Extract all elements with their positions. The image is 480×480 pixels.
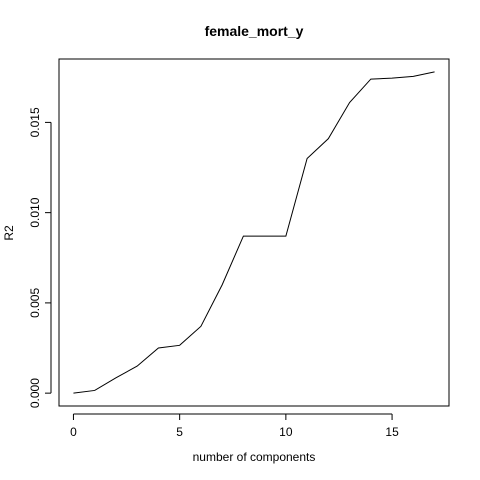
y-axis-label: R2	[2, 225, 16, 241]
y-tick-label: 0.010	[28, 197, 42, 227]
x-tick-label: 0	[70, 425, 77, 439]
y-tick-label: 0.000	[28, 378, 42, 408]
series-line	[73, 71, 435, 394]
x-axis-label: number of components	[193, 450, 316, 464]
plot-area-frame	[58, 58, 450, 407]
x-tick-label: 10	[279, 425, 293, 439]
x-tick-label: 5	[176, 425, 183, 439]
y-tick-label: 0.005	[28, 288, 42, 318]
x-axis: 0 5 10 15	[70, 413, 399, 439]
series-layer	[73, 71, 435, 394]
x-tick-label: 15	[385, 425, 399, 439]
y-tick-label: 0.015	[28, 107, 42, 137]
y-axis: 0.000 0.005 0.010 0.015	[28, 107, 52, 408]
chart-title: female_mort_y	[205, 23, 304, 39]
